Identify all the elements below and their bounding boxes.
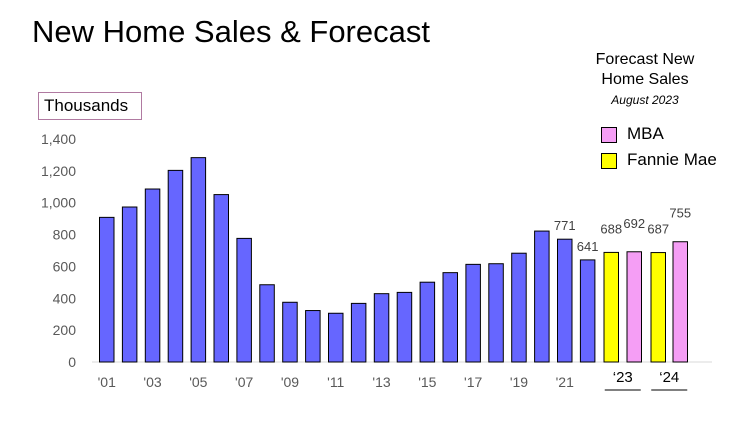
legend-item-mba: MBA: [601, 124, 664, 144]
bar: [511, 252, 527, 363]
legend-title-line-1: Forecast New: [595, 51, 695, 68]
legend-swatch-fannie-mae: [601, 152, 617, 169]
data-label: 771: [554, 218, 576, 233]
forecast-bar: [672, 241, 688, 363]
bar: [144, 188, 161, 363]
bar: [419, 281, 436, 363]
legend-title: Forecast New Home Sales August 2023: [575, 50, 715, 110]
y-tick-label: 1,200: [41, 163, 76, 179]
y-tick-label: 1,000: [41, 195, 76, 211]
bar: [442, 272, 458, 363]
legend-subtitle: August 2023: [611, 93, 679, 107]
forecast-data-label: 692: [623, 216, 645, 231]
legend-label-mba: MBA: [627, 124, 664, 143]
data-label: 641: [577, 239, 599, 254]
page-title: New Home Sales & Forecast: [32, 14, 430, 49]
bar: [579, 259, 596, 363]
forecast-data-label: 755: [669, 206, 691, 221]
bar: [350, 302, 367, 363]
y-tick-label: 600: [53, 258, 77, 274]
x-tick-label: '11: [327, 374, 344, 390]
bar: [259, 284, 275, 363]
forecast-data-label: 687: [647, 222, 669, 237]
y-tick-label: 200: [53, 322, 77, 338]
bar: [213, 194, 229, 363]
legend-title-line-2: Home Sales: [601, 71, 689, 88]
bar: [305, 310, 321, 363]
bar: [282, 301, 298, 363]
forecast-bar: [650, 252, 666, 363]
bar: [121, 206, 138, 363]
x-tick-label: '17: [464, 374, 482, 390]
x-tick-label: '07: [235, 374, 253, 390]
legend-swatch-mba: [601, 126, 617, 143]
y-tick-label: 1,400: [41, 131, 76, 147]
x-tick-label: '01: [98, 374, 116, 390]
bar: [465, 263, 481, 363]
x-tick-label: '13: [372, 374, 390, 390]
forecast-bar: [626, 251, 642, 363]
legend-label-fannie-mae: Fannie Mae: [627, 150, 717, 169]
y-tick-label: 0: [68, 354, 76, 370]
x-tick-label: '05: [189, 374, 207, 390]
y-tick-label: 400: [53, 290, 77, 306]
unit-label: Thousands: [38, 92, 142, 120]
y-tick-label: 800: [53, 227, 77, 243]
forecast-year-label: ‘23: [613, 369, 633, 386]
bar: [557, 238, 573, 363]
forecast-year-label: ‘24: [659, 369, 679, 386]
bar: [99, 216, 115, 363]
bar: [190, 157, 207, 363]
bar: [373, 293, 390, 363]
x-tick-label: '03: [143, 374, 161, 390]
bar: [396, 291, 413, 363]
bar: [167, 169, 184, 363]
x-tick-label: '21: [556, 374, 574, 390]
bar: [534, 230, 550, 363]
bar: [236, 237, 252, 363]
bar: [328, 312, 344, 363]
forecast-data-label: 688: [600, 221, 622, 236]
legend-item-fannie-mae: Fannie Mae: [601, 150, 717, 170]
x-tick-label: '15: [418, 374, 436, 390]
x-tick-label: '09: [281, 374, 299, 390]
x-tick-label: '19: [510, 374, 528, 390]
bar: [488, 263, 504, 363]
forecast-bar: [603, 251, 619, 363]
